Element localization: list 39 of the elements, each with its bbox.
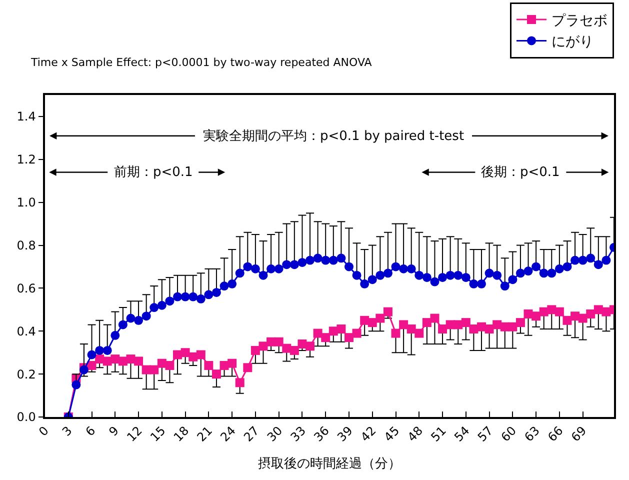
x-tick-label: 39 — [334, 424, 356, 444]
annotation: 実験全期間の平均：p<0.1 by paired t-test — [203, 128, 464, 144]
x-tick-label: 21 — [194, 424, 216, 444]
x-tick-label: 24 — [218, 424, 238, 444]
x-tick-label: 63 — [522, 424, 542, 444]
x-tick-label: 42 — [358, 424, 379, 444]
annotation: 後期：p<0.1 — [481, 165, 560, 180]
x-tick-label: 3 — [59, 424, 75, 439]
y-tick-label: 0.0 — [16, 410, 36, 424]
x-tick-label: 48 — [404, 424, 426, 444]
x-tick-label: 57 — [474, 424, 496, 444]
x-tick-label: 45 — [381, 424, 402, 444]
x-tick-label: 54 — [452, 424, 472, 444]
x-tick-label: 30 — [264, 424, 286, 444]
x-tick-label: 51 — [428, 424, 449, 444]
x-tick-label: 60 — [498, 424, 520, 444]
x-tick-label: 9 — [106, 424, 122, 439]
y-tick-label: 0.4 — [16, 324, 36, 338]
x-tick-label: 33 — [288, 424, 309, 444]
x-tick-label: 18 — [170, 424, 192, 444]
x-tick-label: 66 — [545, 424, 566, 444]
x-tick-label: 15 — [148, 424, 168, 444]
legend-label: にがり — [552, 34, 594, 50]
legend-label: プラセボ — [552, 12, 608, 29]
text: Time x Sample Effect: p<0.0001 by two-way repeated ANOVA — [30, 56, 372, 69]
y-tick-label: 0.6 — [16, 281, 36, 296]
x-tick-label: 0 — [36, 424, 52, 439]
y-tick-label: 1.2 — [16, 152, 36, 167]
y-tick-label: 0.2 — [16, 367, 36, 382]
x-axis-title: 摂取後の時間経過（分） — [258, 456, 401, 472]
annotation: 前期：p<0.1 — [114, 165, 193, 180]
x-tick-label: 12 — [124, 424, 145, 444]
x-tick-label: 69 — [568, 424, 590, 444]
y-tick-label: 1.0 — [16, 196, 36, 210]
y-tick-label: 1.4 — [16, 110, 36, 124]
y-tick-label: 0.8 — [16, 238, 36, 252]
x-tick-label: 6 — [82, 424, 98, 439]
x-tick-label: 27 — [241, 424, 262, 444]
x-tick-label: 36 — [311, 424, 332, 444]
